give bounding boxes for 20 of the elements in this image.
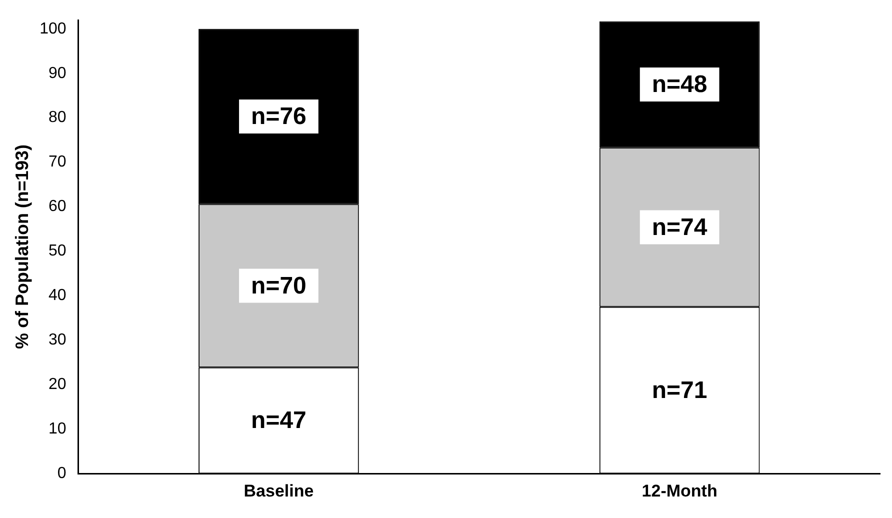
y-tick-label: 80 [48, 109, 66, 126]
annotation: n=47 [251, 407, 306, 434]
y-tick-label: 20 [48, 376, 66, 394]
annotation: n=76 [251, 103, 306, 130]
x-tick-label: 12-Month [642, 481, 718, 500]
y-tick-label: 70 [48, 154, 66, 171]
annotation: n=74 [652, 214, 708, 241]
y-tick-label: 0 [57, 465, 66, 482]
x-tick-label: Baseline [244, 481, 314, 500]
annotation: n=48 [652, 71, 708, 98]
y-tick-label: 40 [48, 287, 66, 304]
y-tick-label: 100 [40, 20, 66, 38]
annotation: n=70 [251, 272, 306, 300]
y-tick-label: 60 [48, 198, 66, 216]
y-tick-label: 90 [48, 64, 66, 82]
y-tick-label: 50 [48, 242, 66, 260]
y-tick-label: 10 [48, 420, 66, 438]
y-tick-label: 30 [48, 332, 66, 349]
annotation: n=71 [652, 376, 708, 404]
y-axis-title: % of Population (n=193) [12, 144, 32, 350]
